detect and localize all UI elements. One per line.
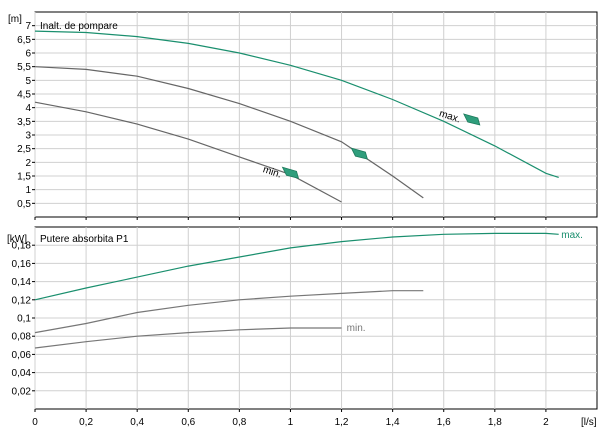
x-tick-label: 1,2 bbox=[335, 417, 349, 428]
top-panel-unit-label: [m] bbox=[8, 14, 22, 25]
top-y-tick-label: 4,5 bbox=[17, 90, 31, 101]
operating-point-marker bbox=[281, 166, 300, 179]
top-y-tick-label: 3,5 bbox=[17, 117, 31, 128]
operating-point-marker bbox=[350, 147, 368, 160]
top-y-tick-label: 2 bbox=[25, 158, 31, 169]
x-tick-label: 1,8 bbox=[488, 417, 502, 428]
x-tick-label: 1,4 bbox=[386, 417, 400, 428]
bottom-y-tick-label: 0,1 bbox=[17, 314, 31, 325]
x-tick-label: 0,6 bbox=[181, 417, 195, 428]
bottom-panel-unit-label: [kW] bbox=[7, 234, 27, 245]
x-tick-label: 1 bbox=[288, 417, 294, 428]
x-tick-label: 0,2 bbox=[79, 417, 93, 428]
bottom-y-tick-label: 0,12 bbox=[12, 295, 32, 306]
top-y-tick-label: 2,5 bbox=[17, 144, 31, 155]
bottom-series-line-2 bbox=[34, 327, 342, 349]
x-tick-label: 2 bbox=[543, 417, 549, 428]
bottom-y-tick-label: 0,04 bbox=[12, 368, 32, 379]
series-layer bbox=[34, 30, 559, 349]
bottom-series-line-0 bbox=[34, 232, 559, 301]
top-series-line-0 bbox=[34, 30, 559, 178]
top-y-tick-label: 1 bbox=[25, 185, 31, 196]
top-y-tick-label: 6,5 bbox=[17, 35, 31, 46]
bottom-series-line-1 bbox=[34, 290, 424, 334]
top-y-tick-label: 7 bbox=[25, 21, 31, 32]
tick-layer: 0,5 1 1,5 2 2,5 3 3,5 4 4,5 5 5,5 6 6,5 7 0,02 0,04 0,06… bbox=[12, 21, 550, 428]
series-label: min. bbox=[347, 323, 366, 334]
top-y-tick-label: 6 bbox=[25, 49, 31, 60]
bottom-y-tick-label: 0,06 bbox=[12, 350, 32, 361]
top-y-tick-label: 0,5 bbox=[17, 199, 31, 210]
top-y-tick-label: 3 bbox=[25, 131, 31, 142]
top-y-tick-label: 4 bbox=[25, 103, 31, 114]
bottom-y-tick-label: 0,14 bbox=[12, 277, 32, 288]
operating-point-marker bbox=[463, 113, 481, 126]
x-axis-unit-label: [l/s] bbox=[581, 417, 597, 428]
bottom-y-tick-label: 0,08 bbox=[12, 332, 32, 343]
x-tick-label: 0 bbox=[32, 417, 38, 428]
series-label: max. bbox=[561, 230, 583, 241]
x-tick-label: 0,8 bbox=[232, 417, 246, 428]
x-tick-label: 1,6 bbox=[437, 417, 451, 428]
x-tick-label: 0,4 bbox=[130, 417, 144, 428]
top-series-line-1 bbox=[34, 66, 424, 199]
top-y-tick-label: 1,5 bbox=[17, 172, 31, 183]
top-panel-title: Inalt. de pompare bbox=[40, 21, 118, 32]
bottom-y-tick-label: 0,16 bbox=[12, 259, 32, 270]
bottom-panel-title: Putere absorbita P1 bbox=[40, 234, 129, 245]
top-y-tick-label: 5 bbox=[25, 76, 31, 87]
top-y-tick-label: 5,5 bbox=[17, 62, 31, 73]
top-panel-frame bbox=[34, 11, 598, 218]
bottom-y-tick-label: 0,02 bbox=[12, 386, 32, 397]
bottom-y-tick-label: 0,18 bbox=[12, 241, 32, 252]
